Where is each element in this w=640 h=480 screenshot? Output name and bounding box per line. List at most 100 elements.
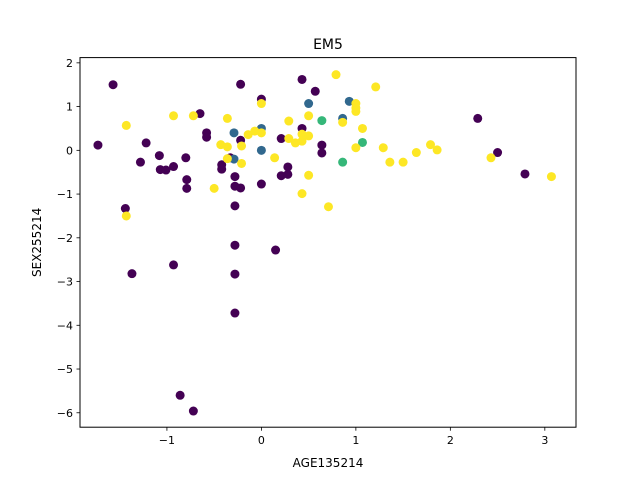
scatter-point — [222, 113, 232, 123]
scatter-point — [297, 74, 307, 84]
scatter-point — [351, 143, 361, 153]
scatter-point — [236, 79, 246, 89]
scatter-point — [121, 211, 131, 221]
scatter-point — [520, 169, 530, 179]
y-tick-label: −1 — [57, 188, 73, 201]
scatter-point — [237, 158, 247, 168]
scatter-point — [188, 111, 198, 121]
x-axis-label: AGE135214 — [293, 456, 364, 470]
scatter-point — [385, 157, 395, 167]
plot-frame — [79, 57, 577, 428]
scatter-point — [182, 183, 192, 193]
x-axis-ticks: −1 0 1 2 3 — [159, 427, 548, 447]
y-tick-label: −6 — [57, 407, 73, 420]
points-layer — [93, 70, 556, 416]
scatter-point — [276, 134, 286, 144]
y-axis-label: SEX255214 — [30, 208, 44, 277]
scatter-point — [473, 113, 483, 123]
scatter-point — [209, 183, 219, 193]
scatter-point — [371, 82, 381, 92]
scatter-point — [230, 172, 240, 182]
scatter-point — [217, 164, 227, 174]
scatter-point — [283, 162, 293, 172]
scatter-point — [357, 137, 367, 147]
scatter-point — [161, 165, 171, 175]
scatter-point — [256, 128, 266, 138]
scatter-point — [310, 86, 320, 96]
scatter-point — [121, 120, 131, 130]
scatter-point — [357, 123, 367, 133]
scatter-point — [304, 131, 314, 141]
scatter-point — [378, 143, 388, 153]
scatter-point — [93, 140, 103, 150]
scatter-point — [256, 179, 266, 189]
scatter-point — [411, 148, 421, 158]
scatter-point — [222, 142, 232, 152]
x-tick-label: 1 — [352, 434, 359, 447]
y-axis-ticks: 2 1 0 −1 −2 −3 −4 −5 −6 — [57, 57, 80, 420]
scatter-point — [181, 153, 191, 163]
scatter-point — [338, 117, 348, 127]
y-tick-label: 2 — [66, 57, 73, 70]
scatter-point — [546, 172, 556, 182]
scatter-point — [331, 70, 341, 80]
scatter-point — [493, 148, 503, 158]
scatter-point — [432, 145, 442, 155]
scatter-point — [120, 204, 130, 213]
scatter-point — [230, 269, 240, 279]
scatter-point — [351, 106, 361, 116]
chart-title: EM5 — [313, 37, 343, 53]
scatter-point — [169, 260, 179, 270]
scatter-point — [323, 202, 333, 212]
scatter-point — [135, 157, 145, 167]
scatter-point — [236, 183, 246, 193]
scatter-point — [127, 269, 137, 279]
y-tick-label: −4 — [57, 319, 73, 332]
scatter-point — [182, 175, 192, 185]
scatter-point — [270, 153, 280, 163]
scatter-point — [304, 170, 314, 180]
scatter-point — [283, 169, 293, 179]
scatter-point — [229, 128, 239, 138]
scatter-point — [297, 189, 307, 199]
scatter-point — [108, 80, 118, 90]
y-tick-label: −2 — [57, 232, 73, 245]
scatter-point — [141, 138, 151, 148]
scatter-point — [256, 99, 266, 109]
y-tick-label: 0 — [66, 144, 73, 157]
scatter-point — [229, 154, 239, 164]
x-tick-label: 0 — [258, 434, 265, 447]
y-tick-label: −5 — [57, 363, 73, 376]
scatter-point — [486, 153, 496, 163]
scatter-point — [317, 140, 327, 150]
scatter-point — [317, 148, 327, 158]
scatter-point — [169, 162, 179, 172]
scatter-point — [304, 99, 314, 109]
scatter-point — [230, 308, 240, 318]
scatter-point — [188, 406, 198, 416]
x-tick-label: 3 — [541, 434, 548, 447]
scatter-point — [297, 136, 307, 146]
scatter-point — [271, 245, 281, 255]
scatter-point — [237, 141, 247, 151]
scatter-point — [154, 151, 164, 161]
scatter-point — [230, 201, 240, 211]
scatter-point — [338, 157, 348, 167]
scatter-point — [175, 390, 185, 400]
scatter-point — [202, 132, 212, 142]
scatter-point — [256, 145, 266, 155]
scatter-point — [284, 116, 294, 126]
scatter-point — [426, 140, 436, 150]
y-tick-label: −3 — [57, 276, 73, 289]
scatter-point — [284, 134, 294, 144]
scatter-point — [304, 111, 314, 121]
scatter-point — [243, 130, 253, 140]
scatter-point — [222, 154, 232, 164]
scatter-point — [317, 116, 327, 126]
scatter-point — [398, 157, 408, 167]
x-tick-label: −1 — [159, 434, 175, 447]
scatter-point — [169, 111, 179, 121]
scatter-point — [230, 240, 240, 250]
